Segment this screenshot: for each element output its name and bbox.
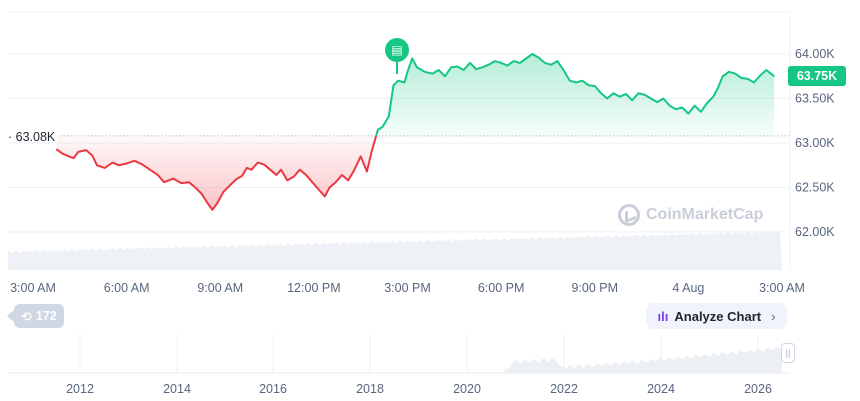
price-line-down — [55, 135, 378, 211]
overview-year-label: 2020 — [453, 382, 481, 396]
chevron-right-icon: › — [771, 308, 776, 324]
document-icon: ▤ — [391, 43, 403, 57]
overview-year-label: 2012 — [66, 382, 94, 396]
x-tick-label: 4 Aug — [672, 281, 704, 295]
x-tick-label: 12:00 PM — [287, 281, 341, 295]
x-tick-label: 6:00 PM — [478, 281, 525, 295]
y-tick-label: 64.00K — [795, 47, 835, 61]
overview-year-label: 2026 — [744, 382, 772, 396]
watermark: CoinMarketCap — [618, 204, 763, 226]
y-tick-label: 62.50K — [795, 181, 835, 195]
baseline-price-label: · 63.08K — [8, 130, 56, 144]
overview-year-label: 2014 — [163, 382, 191, 396]
events-toggle-button[interactable]: ⟲ 172 — [7, 304, 64, 328]
price-line-up — [375, 53, 775, 137]
analyze-chart-button[interactable]: ılı Analyze Chart › — [646, 303, 787, 329]
y-tick-label: 63.50K — [795, 92, 835, 106]
x-tick-label: 6:00 AM — [104, 281, 150, 295]
news-event-marker[interactable]: ▤ — [385, 38, 409, 74]
overview-year-label: 2022 — [550, 382, 578, 396]
overview-year-label: 2018 — [356, 382, 384, 396]
coinmarketcap-logo-icon — [618, 204, 640, 226]
y-tick-label: 63.00K — [795, 136, 835, 150]
x-tick-label: 3:00 AM — [10, 281, 56, 295]
y-tick-label: 62.00K — [795, 225, 835, 239]
range-slider-handle[interactable]: || — [781, 343, 795, 363]
history-icon: ⟲ — [21, 309, 32, 324]
current-price-tag: 63.75K — [788, 66, 846, 86]
candlestick-icon: ılı — [657, 308, 669, 324]
volume-bars — [8, 230, 782, 270]
overview-year-label: 2016 — [259, 382, 287, 396]
overview-year-label: 2024 — [647, 382, 675, 396]
x-tick-label: 9:00 PM — [571, 281, 618, 295]
overview-area — [8, 346, 782, 373]
x-tick-label: 3:00 PM — [384, 281, 431, 295]
events-count: 172 — [35, 309, 57, 323]
area-above-baseline — [376, 54, 775, 136]
analyze-chart-label: Analyze Chart — [674, 308, 762, 324]
x-tick-label: 3:00 AM — [759, 281, 805, 295]
area-below-baseline — [56, 135, 377, 210]
watermark-text: CoinMarketCap — [646, 206, 764, 223]
x-tick-label: 9:00 AM — [197, 281, 243, 295]
